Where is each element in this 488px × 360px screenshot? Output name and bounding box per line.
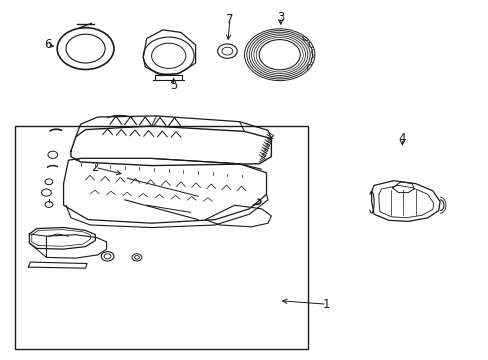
- Text: 3: 3: [276, 11, 284, 24]
- Text: 2: 2: [91, 161, 99, 174]
- Text: 6: 6: [43, 39, 51, 51]
- Text: 1: 1: [322, 298, 330, 311]
- Text: 7: 7: [225, 13, 233, 26]
- Bar: [15, 126, 307, 349]
- Text: 4: 4: [398, 132, 406, 145]
- Text: 5: 5: [169, 79, 177, 92]
